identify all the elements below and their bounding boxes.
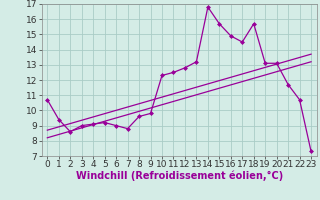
X-axis label: Windchill (Refroidissement éolien,°C): Windchill (Refroidissement éolien,°C) [76, 171, 283, 181]
